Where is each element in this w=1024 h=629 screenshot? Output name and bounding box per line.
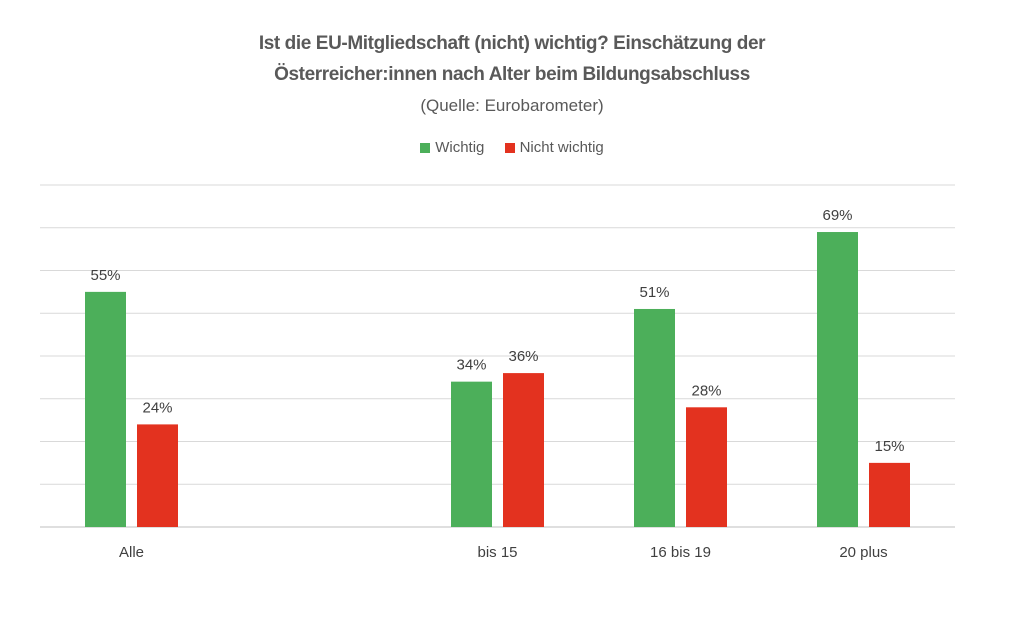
data-label: 15% bbox=[874, 438, 904, 455]
bar-nicht-wichtig bbox=[503, 373, 544, 527]
legend-item-wichtig: Wichtig bbox=[420, 139, 484, 156]
legend-label: Wichtig bbox=[435, 139, 485, 156]
data-label: 36% bbox=[508, 348, 538, 365]
data-label: 55% bbox=[90, 267, 120, 284]
x-tick-label: bis 15 bbox=[477, 544, 517, 561]
legend: Wichtig Nicht wichtig bbox=[0, 139, 1024, 157]
bar-nicht-wichtig bbox=[137, 424, 178, 527]
data-label: 69% bbox=[822, 207, 852, 224]
bar-wichtig bbox=[85, 291, 126, 527]
legend-item-nicht-wichtig: Nicht wichtig bbox=[504, 139, 604, 156]
data-label: 34% bbox=[456, 357, 486, 374]
chart-title-line-1: Ist die EU-Mitgliedschaft (nicht) wichti… bbox=[258, 33, 766, 54]
legend-swatch-red bbox=[504, 142, 515, 153]
bar-wichtig bbox=[451, 381, 492, 527]
legend-label: Nicht wichtig bbox=[519, 139, 604, 156]
legend-swatch-green bbox=[420, 142, 431, 153]
bar-nicht-wichtig bbox=[869, 462, 910, 527]
bar-nicht-wichtig bbox=[686, 407, 727, 527]
x-tick-label: Alle bbox=[119, 544, 144, 561]
data-label: 51% bbox=[639, 284, 669, 301]
x-tick-label: 20 plus bbox=[839, 544, 887, 561]
data-label: 28% bbox=[691, 382, 721, 399]
bar-wichtig bbox=[634, 308, 675, 527]
chart-subtitle: (Quelle: Eurobarometer) bbox=[420, 96, 604, 115]
chart-title-line-2: Österreicher:innen nach Alter beim Bildu… bbox=[274, 64, 750, 85]
data-label: 24% bbox=[142, 399, 172, 416]
bar-wichtig bbox=[817, 232, 858, 527]
x-tick-label: 16 bis 19 bbox=[650, 544, 711, 561]
